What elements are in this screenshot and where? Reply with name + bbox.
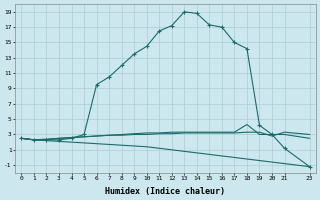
X-axis label: Humidex (Indice chaleur): Humidex (Indice chaleur) <box>106 187 226 196</box>
